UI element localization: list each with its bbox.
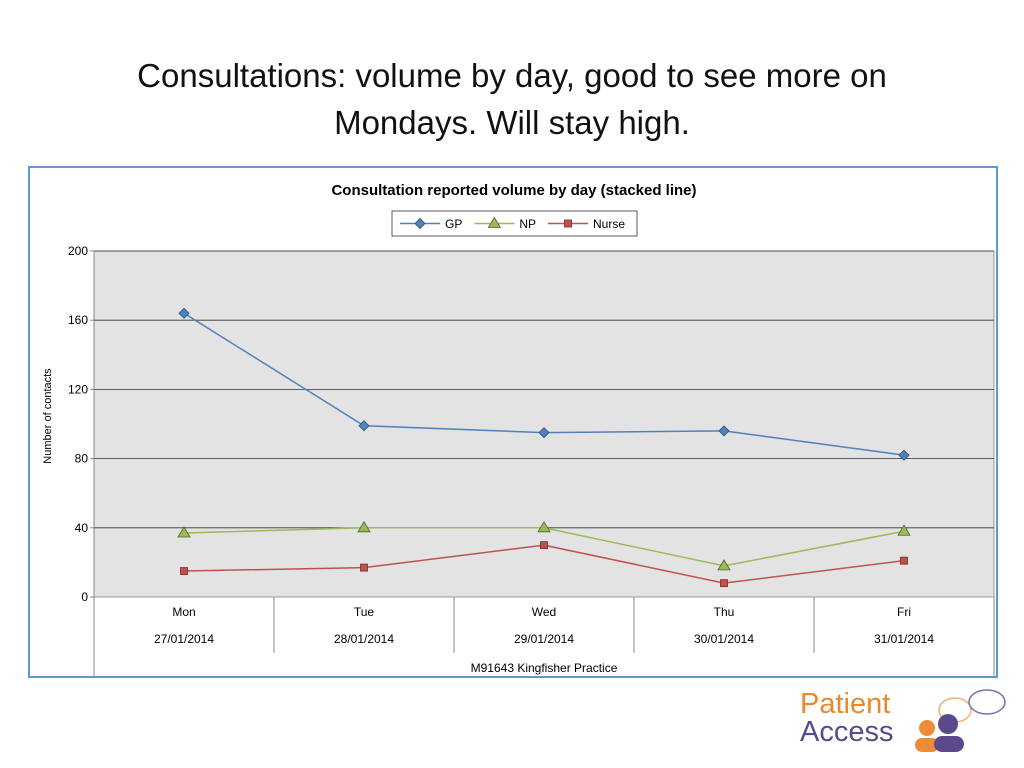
data-point-nurse	[360, 563, 368, 572]
y-tick-label: 0	[81, 590, 88, 604]
x-date-label: 29/01/2014	[514, 632, 574, 646]
legend-marker-gp	[414, 217, 426, 230]
patient-access-logo: Patient Access	[800, 688, 1010, 758]
data-point-np	[357, 521, 371, 533]
data-point-nurse	[180, 567, 188, 575]
series-layer	[177, 307, 911, 588]
y-tick-label: 160	[68, 313, 88, 327]
legend-item-np: NP	[474, 216, 536, 231]
chart-legend: GP NP Nurse	[391, 210, 638, 237]
legend-item-nurse: Nurse	[548, 217, 625, 231]
data-point-np	[177, 526, 191, 538]
y-tick-label: 80	[75, 452, 89, 466]
x-tick-label: Thu	[714, 605, 735, 619]
x-date-label: 30/01/2014	[694, 632, 754, 646]
legend-label-np: NP	[519, 217, 536, 231]
legend-marker-np	[487, 216, 502, 228]
x-tick-label: Wed	[532, 605, 556, 619]
data-point-gp	[538, 427, 550, 439]
logo-people-icon	[915, 689, 1006, 752]
gridlines	[94, 250, 994, 529]
line-chart: Consultation reported volume by day (sta…	[42, 182, 995, 676]
x-tick-label: Mon	[172, 605, 195, 619]
x-date-label: 27/01/2014	[154, 632, 214, 646]
slide-title-line-2: Mondays. Will stay high.	[334, 104, 690, 141]
series-np	[177, 521, 911, 571]
legend-item-gp: GP	[400, 217, 462, 231]
logo-line-1: Patient	[800, 688, 891, 720]
data-point-gp	[898, 449, 910, 461]
y-tick-label: 120	[68, 382, 88, 396]
data-point-gp	[358, 420, 370, 432]
data-point-nurse	[720, 579, 728, 588]
data-point-nurse	[540, 541, 548, 550]
y-axis-label: Number of contacts	[42, 368, 54, 464]
plot-area	[93, 250, 995, 598]
x-date-label: 31/01/2014	[874, 632, 934, 646]
legend-label-nurse: Nurse	[593, 217, 625, 231]
legend-label-gp: GP	[445, 217, 462, 231]
data-point-gp	[718, 425, 730, 437]
x-axis: Mon Tue Wed Thu Fri 27/01/2014 28/01/2014 29/01…	[93, 597, 995, 676]
logo-line-2: Access	[800, 716, 894, 748]
data-point-np	[897, 524, 911, 536]
y-axis: 0 40 80 120 160 200	[68, 244, 95, 604]
series-gp	[178, 307, 910, 461]
x-date-label: 28/01/2014	[334, 632, 394, 646]
slide-title: Consultations: volume by day, good to se…	[60, 52, 964, 146]
x-axis-label: M91643 Kingfisher Practice	[471, 661, 618, 675]
x-tick-label: Tue	[354, 605, 375, 619]
data-point-gp	[178, 307, 190, 319]
data-point-np	[537, 521, 551, 533]
y-tick-label: 200	[68, 244, 88, 258]
x-tick-label: Fri	[897, 605, 911, 619]
chart-frame: Consultation reported volume by day (sta…	[28, 166, 998, 678]
slide-title-line-1: Consultations: volume by day, good to se…	[137, 57, 887, 94]
data-point-nurse	[900, 556, 908, 565]
chart-title: Consultation reported volume by day (sta…	[331, 182, 696, 199]
data-point-np	[717, 559, 731, 571]
legend-marker-nurse	[564, 219, 572, 228]
y-tick-label: 40	[75, 521, 89, 535]
series-nurse	[180, 541, 908, 588]
